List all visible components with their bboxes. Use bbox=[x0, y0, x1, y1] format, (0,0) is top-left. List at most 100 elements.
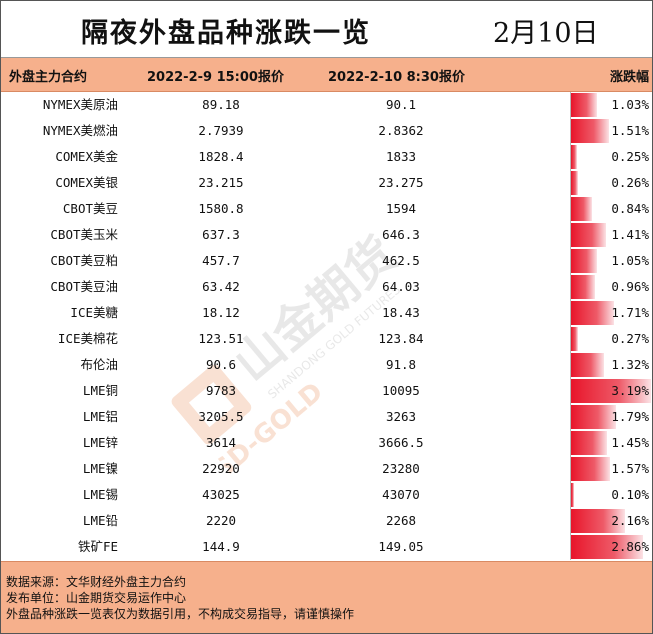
contract-name: COMEX美银 bbox=[55, 175, 118, 190]
report-date: 2月10日 bbox=[493, 18, 599, 49]
change-bar bbox=[571, 197, 592, 221]
price-2022-2-9: 63.42 bbox=[202, 279, 240, 294]
price-2022-2-9: 23.215 bbox=[198, 175, 244, 190]
price-2022-2-10: 3263 bbox=[385, 409, 417, 424]
contract-name: LME锌 bbox=[82, 435, 118, 450]
table-row: CBOT美玉米 637.3 646.3 1.41% bbox=[1, 222, 652, 248]
table-row: COMEX美银 23.215 23.275 0.26% bbox=[1, 170, 652, 196]
table-row: COMEX美金 1828.4 1833 0.25% bbox=[1, 144, 652, 170]
change-percent: 1.57% bbox=[611, 461, 649, 476]
price-2022-2-10: 23280 bbox=[382, 461, 420, 476]
table-row: LME铝 3205.5 3263 1.79% bbox=[1, 404, 652, 430]
change-percent: 1.41% bbox=[611, 227, 649, 242]
price-2022-2-10: 43070 bbox=[382, 487, 420, 502]
table-row: CBOT美豆粕 457.7 462.5 1.05% bbox=[1, 248, 652, 274]
change-bar bbox=[571, 119, 609, 143]
change-bar bbox=[571, 483, 574, 507]
change-bar bbox=[571, 223, 606, 247]
price-2022-2-10: 91.8 bbox=[385, 357, 417, 372]
contract-name: CBOT美豆油 bbox=[50, 279, 118, 294]
price-2022-2-10: 1833 bbox=[385, 149, 417, 164]
change-bar bbox=[571, 457, 610, 481]
change-bar bbox=[571, 405, 616, 429]
change-bar bbox=[571, 171, 578, 195]
change-bar bbox=[571, 353, 604, 377]
table-row: CBOT美豆 1580.8 1594 0.84% bbox=[1, 196, 652, 222]
change-bar bbox=[571, 535, 643, 559]
contract-name: LME锡 bbox=[82, 487, 118, 502]
change-percent: 2.86% bbox=[611, 539, 649, 554]
price-table-body: NYMEX美原油 89.18 90.1 1.03% NYMEX美燃油 2.7939 2.83… bbox=[1, 92, 652, 560]
table-row: LME锡 43025 43070 0.10% bbox=[1, 482, 652, 508]
change-percent: 1.45% bbox=[611, 435, 649, 450]
table-row: LME镍 22920 23280 1.57% bbox=[1, 456, 652, 482]
change-bar bbox=[571, 275, 595, 299]
price-2022-2-10: 3666.5 bbox=[378, 435, 424, 450]
change-bar bbox=[571, 93, 597, 117]
change-percent: 1.79% bbox=[611, 409, 649, 424]
table-row: NYMEX美燃油 2.7939 2.8362 1.51% bbox=[1, 118, 652, 144]
footer-source: 数据来源：文华财经外盘主力合约 bbox=[6, 575, 187, 589]
price-2022-2-10: 646.3 bbox=[382, 227, 420, 242]
contract-name: ICE美棉花 bbox=[57, 331, 118, 346]
column-header-price2: 2022-2-10 8:30报价 bbox=[328, 70, 465, 85]
contract-name: LME铅 bbox=[82, 513, 118, 528]
column-header-name: 外盘主力合约 bbox=[9, 70, 88, 85]
change-percent: 1.51% bbox=[611, 123, 649, 138]
price-2022-2-10: 149.05 bbox=[378, 539, 424, 554]
price-2022-2-9: 9783 bbox=[205, 383, 237, 398]
price-2022-2-10: 2.8362 bbox=[378, 123, 424, 138]
change-percent: 1.32% bbox=[611, 357, 649, 372]
footer-publisher: 发布单位：山金期货交易运作中心 bbox=[6, 591, 187, 605]
price-2022-2-10: 10095 bbox=[382, 383, 420, 398]
change-bar bbox=[571, 327, 578, 351]
contract-name: NYMEX美原油 bbox=[42, 97, 118, 112]
contract-name: ICE美糖 bbox=[70, 305, 118, 320]
table-row: ICE美棉花 123.51 123.84 0.27% bbox=[1, 326, 652, 352]
change-percent: 2.16% bbox=[611, 513, 649, 528]
contract-name: CBOT美豆粕 bbox=[50, 253, 118, 268]
change-percent: 0.96% bbox=[611, 279, 649, 294]
contract-name: COMEX美金 bbox=[55, 149, 118, 164]
table-row: 铁矿FE 144.9 149.05 2.86% bbox=[1, 534, 652, 560]
change-percent: 1.71% bbox=[611, 305, 649, 320]
price-2022-2-9: 90.6 bbox=[205, 357, 237, 372]
contract-name: 布伦油 bbox=[80, 357, 118, 372]
table-row: LME铜 9783 10095 3.19% bbox=[1, 378, 652, 404]
column-header-change: 涨跌幅 bbox=[610, 70, 650, 85]
price-2022-2-10: 2268 bbox=[385, 513, 417, 528]
contract-name: LME铝 bbox=[82, 409, 118, 424]
contract-name: NYMEX美燃油 bbox=[42, 123, 118, 138]
change-bar bbox=[571, 509, 625, 533]
change-bar bbox=[571, 145, 577, 169]
price-2022-2-9: 3614 bbox=[205, 435, 237, 450]
change-percent: 0.25% bbox=[611, 149, 649, 164]
price-2022-2-9: 3205.5 bbox=[198, 409, 244, 424]
footer: 数据来源：文华财经外盘主力合约 发布单位：山金期货交易运作中心 外盘品种涨跌一览… bbox=[1, 561, 652, 633]
column-header-row: 外盘主力合约 2022-2-9 15:00报价 2022-2-10 8:30报价… bbox=[1, 58, 652, 92]
price-2022-2-9: 457.7 bbox=[202, 253, 240, 268]
price-2022-2-10: 123.84 bbox=[378, 331, 424, 346]
column-header-price1: 2022-2-9 15:00报价 bbox=[147, 70, 284, 85]
table-row: ICE美糖 18.12 18.43 1.71% bbox=[1, 300, 652, 326]
price-2022-2-9: 22920 bbox=[202, 461, 240, 476]
price-2022-2-9: 2220 bbox=[205, 513, 237, 528]
price-2022-2-9: 89.18 bbox=[202, 97, 240, 112]
contract-name: LME镍 bbox=[82, 461, 118, 476]
change-percent: 1.05% bbox=[611, 253, 649, 268]
contract-name: CBOT美豆 bbox=[62, 201, 118, 216]
change-percent: 3.19% bbox=[611, 383, 649, 398]
price-2022-2-10: 1594 bbox=[385, 201, 417, 216]
price-2022-2-9: 1580.8 bbox=[198, 201, 244, 216]
table-row: NYMEX美原油 89.18 90.1 1.03% bbox=[1, 92, 652, 118]
contract-name: LME铜 bbox=[82, 383, 118, 398]
contract-name: CBOT美玉米 bbox=[50, 227, 118, 242]
price-2022-2-9: 43025 bbox=[202, 487, 240, 502]
change-percent: 0.84% bbox=[611, 201, 649, 216]
price-2022-2-9: 18.12 bbox=[202, 305, 240, 320]
price-2022-2-9: 1828.4 bbox=[198, 149, 244, 164]
price-2022-2-9: 2.7939 bbox=[198, 123, 244, 138]
footer-disclaimer: 外盘品种涨跌一览表仅为数据引用，不构成交易指导，请谨慎操作 bbox=[6, 607, 355, 621]
contract-name: 铁矿FE bbox=[77, 539, 118, 554]
